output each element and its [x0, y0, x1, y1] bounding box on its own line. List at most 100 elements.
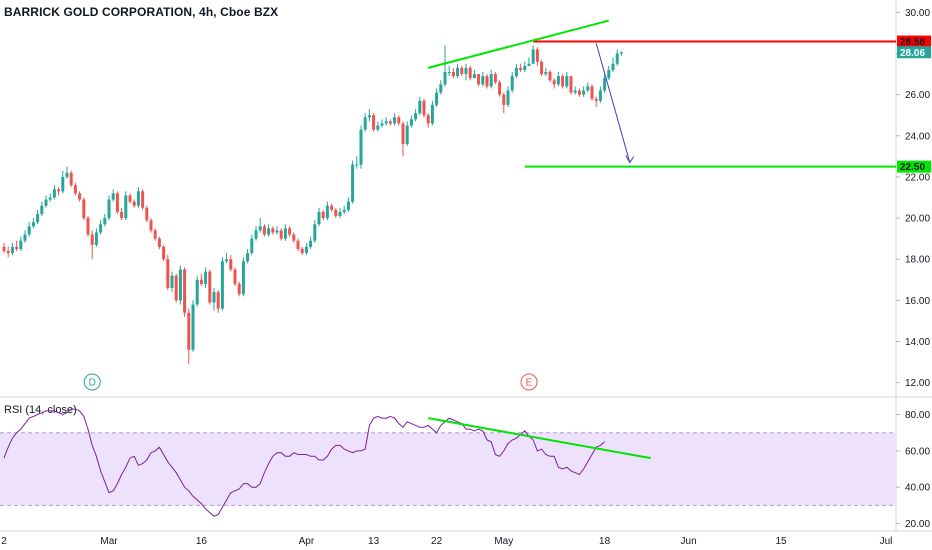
candle-body [187, 312, 191, 350]
rsi-band [0, 432, 896, 506]
candle [78, 191, 82, 202]
candle [519, 63, 523, 73]
event-label: E [526, 378, 533, 389]
candle [170, 271, 174, 293]
candle-body [376, 125, 380, 130]
projection-arrowhead [625, 155, 635, 164]
candle-body [594, 98, 598, 101]
candle [603, 74, 607, 93]
candle [451, 67, 455, 79]
date-tick-label: Jul [880, 536, 893, 547]
candle [346, 197, 350, 212]
candle-body [527, 63, 531, 66]
candle-body [94, 232, 98, 245]
candle-body [540, 61, 544, 75]
rsi-line [3, 408, 605, 517]
candle-body [73, 185, 77, 194]
date-tick-label: 15 [775, 536, 787, 547]
candle [489, 69, 493, 89]
candle [128, 193, 132, 204]
candle-body [124, 195, 128, 219]
candle [136, 187, 140, 208]
candle-body [472, 74, 476, 79]
rising-trendline [427, 19, 610, 69]
date-tick-label: 18 [599, 536, 611, 547]
candle-body [460, 67, 464, 75]
candle-body [367, 115, 371, 118]
candle-body [514, 67, 518, 77]
candle [477, 74, 481, 87]
candle-body [103, 218, 107, 225]
candle-body [292, 234, 296, 241]
candle [384, 117, 388, 126]
candle-body [128, 195, 132, 202]
candle-body [6, 250, 10, 254]
candle-body [99, 224, 103, 233]
candle-body [296, 240, 300, 249]
candle [359, 125, 363, 169]
candle-body [435, 92, 439, 105]
candle [271, 226, 275, 235]
candle-body [258, 226, 262, 231]
candle-body [309, 240, 313, 247]
candle-body [380, 123, 384, 126]
candle-body [216, 292, 220, 309]
candle-body [418, 100, 422, 114]
candle [31, 218, 35, 229]
candle [313, 220, 317, 243]
candle-body [552, 80, 556, 85]
candle-body [603, 78, 607, 91]
candle-body [485, 76, 489, 87]
price-tick-label: 18.00 [905, 255, 930, 266]
candle-body [195, 279, 199, 305]
candle [262, 224, 266, 237]
candle-body [506, 90, 510, 105]
candle [300, 246, 304, 256]
candle [611, 57, 615, 73]
candle-body [225, 259, 229, 262]
candle-body [414, 113, 418, 120]
candle [157, 236, 161, 249]
candle [573, 86, 577, 95]
candle-body [300, 248, 304, 254]
candle-body [338, 211, 342, 217]
candle [493, 72, 497, 85]
candle-body [502, 94, 506, 105]
candle-body [523, 65, 527, 70]
date-tick-label: 22 [431, 536, 443, 547]
candle-body [443, 72, 447, 85]
candle [376, 121, 380, 132]
candle-body [384, 121, 388, 124]
candle [414, 109, 418, 122]
candle [52, 185, 56, 200]
candle-body [27, 226, 31, 235]
candle [447, 65, 451, 77]
candle-body [598, 90, 602, 101]
candle [208, 269, 212, 305]
candle [195, 275, 199, 307]
candle [561, 74, 565, 89]
candle-body [19, 240, 23, 249]
event-label: D [89, 378, 96, 389]
candle-body [468, 67, 472, 79]
candle [456, 63, 460, 79]
candle [153, 228, 157, 241]
candle-body [288, 228, 292, 235]
candle-body [401, 123, 405, 145]
candle [334, 207, 338, 219]
candle [552, 78, 556, 89]
candle-body [149, 220, 153, 231]
candle [531, 45, 535, 64]
candle-body [426, 115, 430, 124]
candle-body [170, 275, 174, 289]
candle-body [556, 76, 560, 85]
candle [115, 191, 119, 214]
candle [430, 100, 434, 126]
date-tick-label: 16 [196, 536, 208, 547]
candle [141, 189, 145, 210]
candle-body [405, 125, 409, 145]
event-marker [83, 373, 101, 391]
candle [191, 300, 195, 352]
